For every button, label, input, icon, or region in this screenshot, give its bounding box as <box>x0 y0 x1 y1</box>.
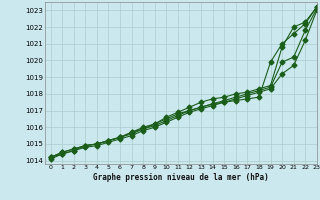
X-axis label: Graphe pression niveau de la mer (hPa): Graphe pression niveau de la mer (hPa) <box>93 173 269 182</box>
